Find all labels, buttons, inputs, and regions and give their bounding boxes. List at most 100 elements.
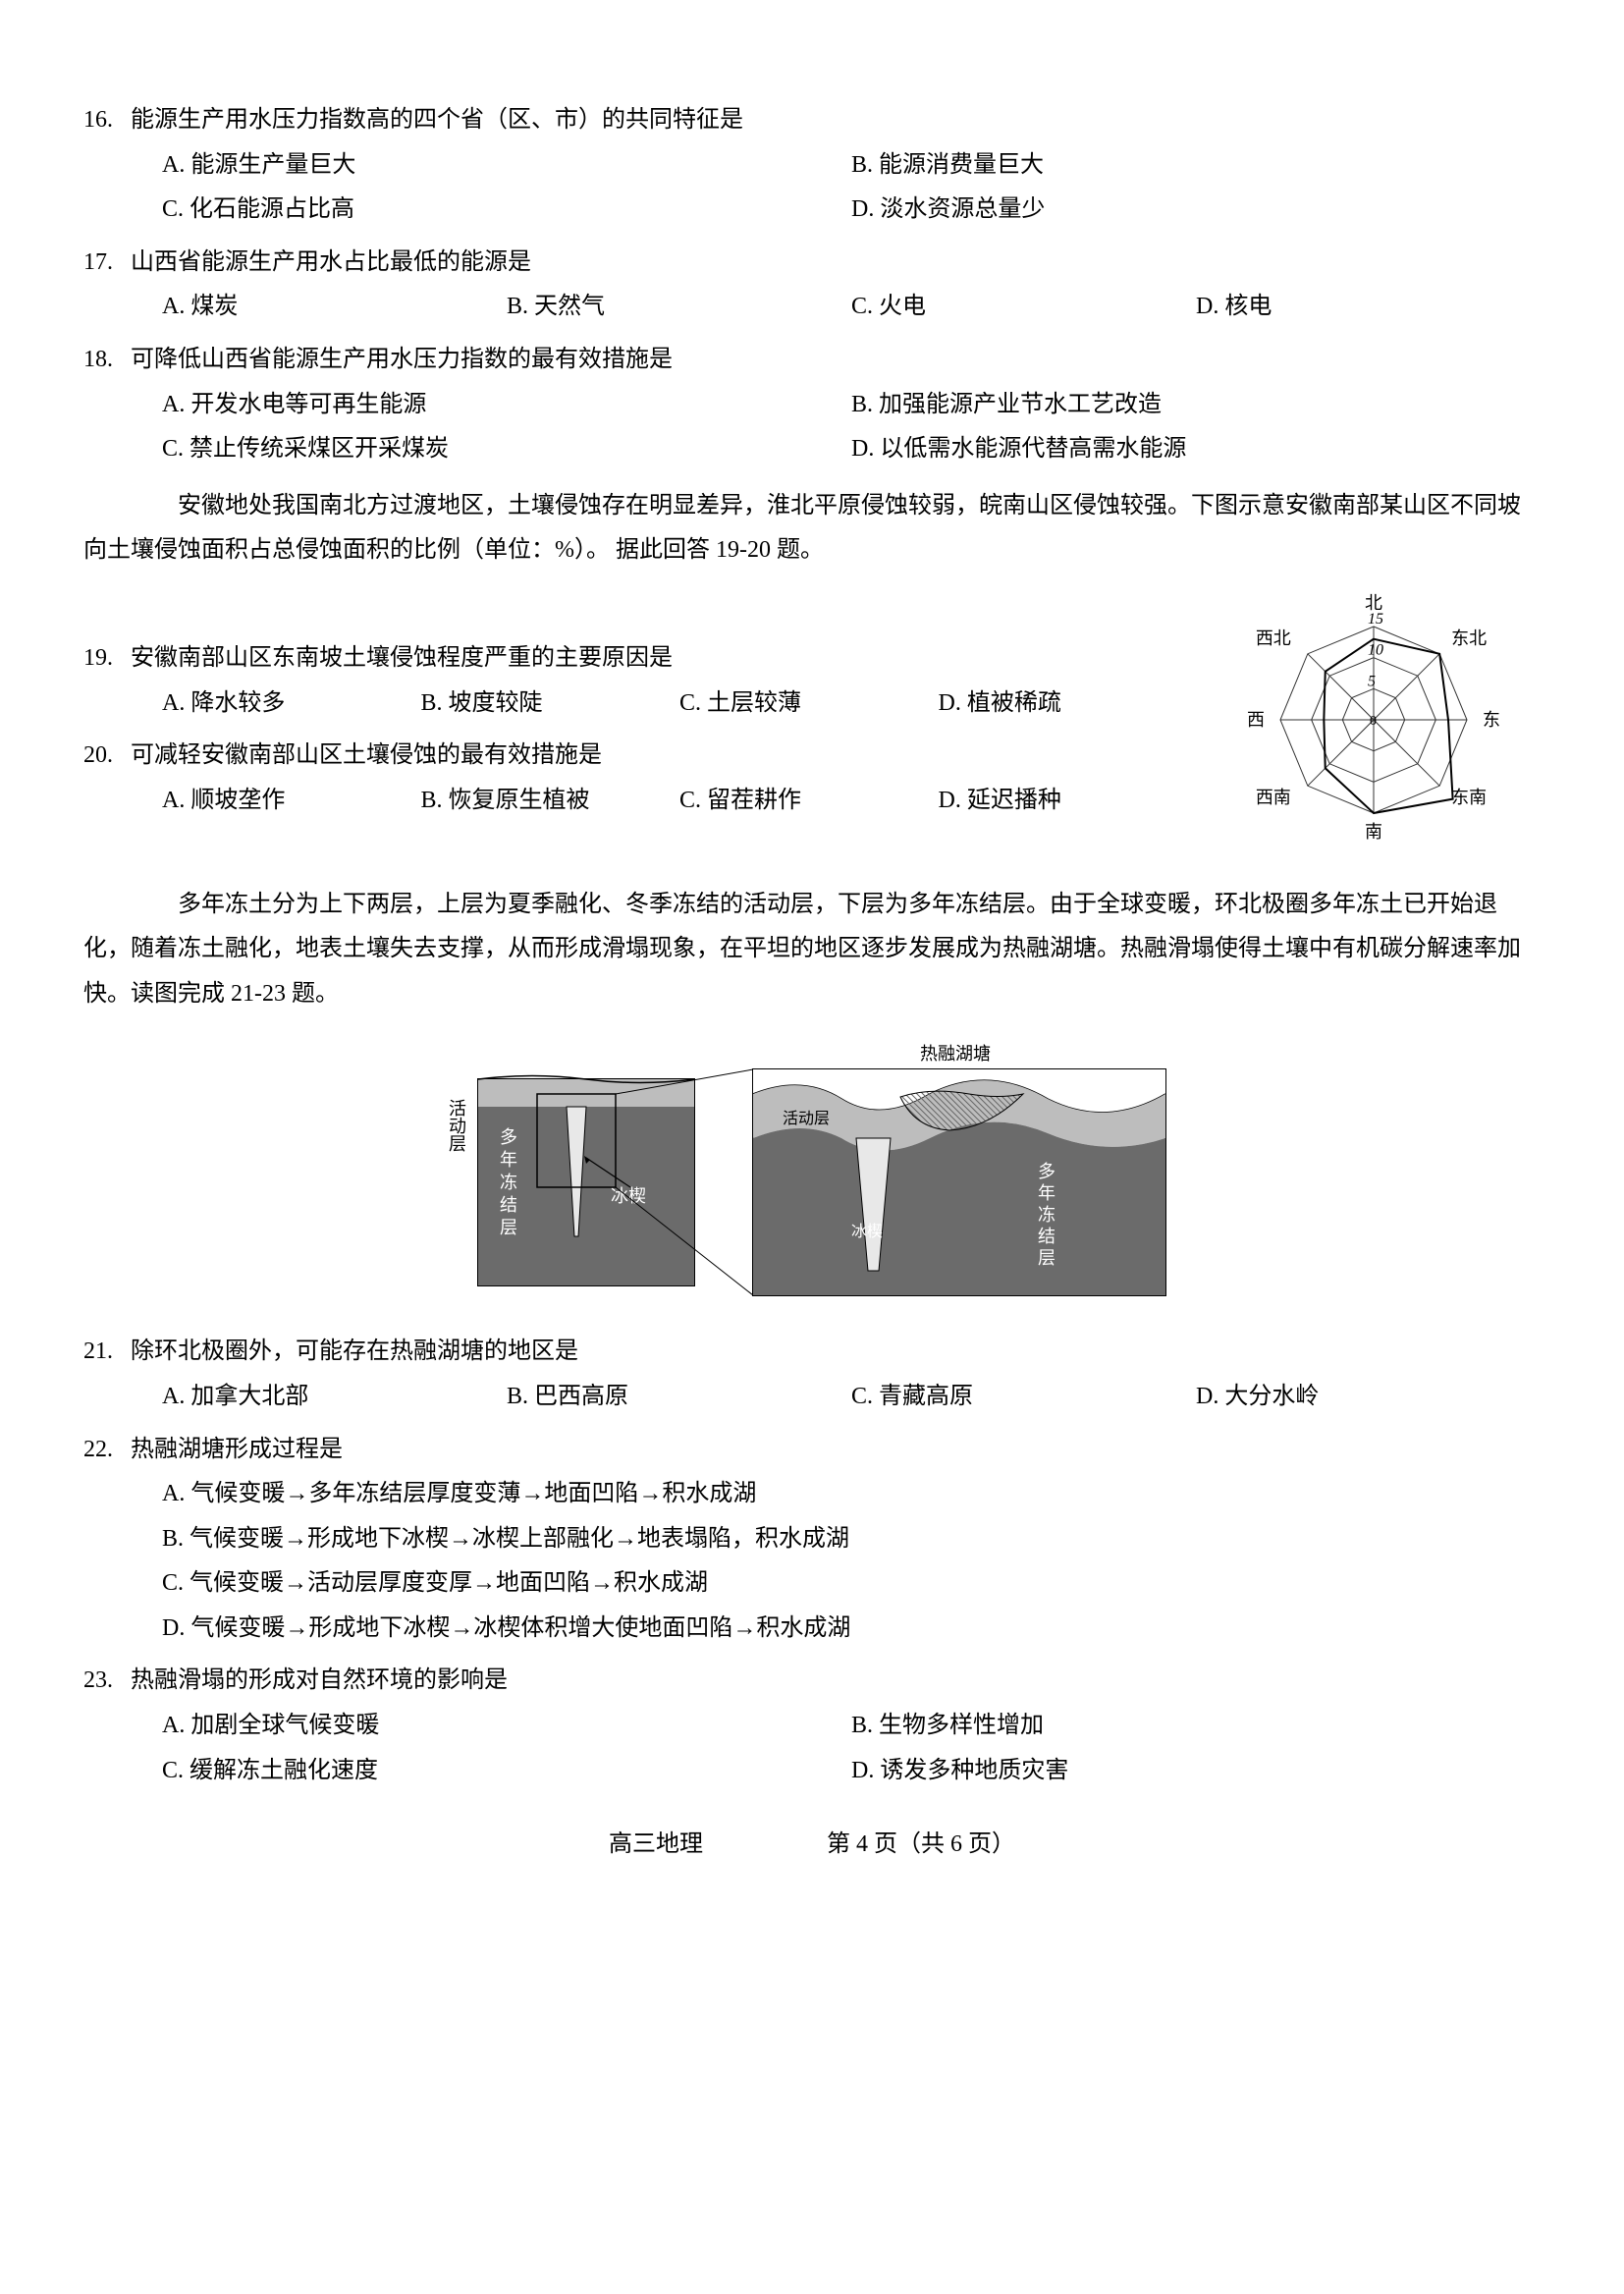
options-row: C. 缓解冻土融化速度 D. 诱发多种地质灾害 (83, 1749, 1541, 1794)
svg-text:西: 西 (1247, 710, 1265, 730)
question-number: 23. (83, 1659, 131, 1704)
options-row: A. 气候变暖→多年冻结层厚度变薄→地面凹陷→积水成湖 (83, 1472, 1541, 1517)
option-b: B. 生物多样性增加 (851, 1704, 1541, 1749)
options-row: B. 气候变暖→形成地下冰楔→冰楔上部融化→地表塌陷，积水成湖 (83, 1517, 1541, 1562)
svg-text:冰楔: 冰楔 (611, 1186, 646, 1206)
question-stem: 18. 可降低山西省能源生产用水压力指数的最有效措施是 (83, 338, 1541, 383)
option-d: D. 核电 (1196, 285, 1541, 330)
question-23: 23. 热融滑塌的形成对自然环境的影响是 A. 加剧全球气候变暖 B. 生物多样… (83, 1659, 1541, 1793)
option-a: A. 气候变暖→多年冻结层厚度变薄→地面凹陷→积水成湖 (162, 1472, 756, 1517)
svg-text:层: 层 (1038, 1248, 1056, 1268)
option-b: B. 加强能源产业节水工艺改造 (851, 383, 1541, 428)
svg-text:冰楔: 冰楔 (851, 1223, 883, 1240)
question-text: 安徽南部山区东南坡土壤侵蚀程度严重的主要原因是 (131, 636, 673, 682)
option-a: A. 降水较多 (162, 682, 421, 727)
question-stem: 20. 可减轻安徽南部山区土壤侵蚀的最有效措施是 (83, 734, 1197, 779)
question-20: 20. 可减轻安徽南部山区土壤侵蚀的最有效措施是 A. 顺坡垄作 B. 恢复原生… (83, 734, 1197, 823)
option-c: C. 化石能源占比高 (162, 188, 851, 233)
question-number: 16. (83, 98, 131, 143)
option-b: B. 天然气 (507, 285, 851, 330)
question-stem: 23. 热融滑塌的形成对自然环境的影响是 (83, 1659, 1541, 1704)
page-footer: 高三地理 第 4 页（共 6 页） (83, 1823, 1541, 1868)
options-row: A. 能源生产量巨大 B. 能源消费量巨大 (83, 143, 1541, 189)
option-a: A. 开发水电等可再生能源 (162, 383, 851, 428)
option-c: C. 留茬耕作 (679, 779, 939, 824)
option-b: B. 能源消费量巨大 (851, 143, 1541, 189)
passage-text: 安徽地处我国南北方过渡地区，土壤侵蚀存在明显差异，淮北平原侵蚀较弱，皖南山区侵蚀… (83, 480, 1541, 577)
options-row: D. 气候变暖→形成地下冰楔→冰楔体积增大使地面凹陷→积水成湖 (83, 1607, 1541, 1652)
svg-text:10: 10 (1368, 642, 1383, 659)
option-c: C. 禁止传统采煤区开采煤炭 (162, 427, 851, 472)
svg-text:西南: 西南 (1256, 788, 1291, 807)
options-row: C. 禁止传统采煤区开采煤炭 D. 以低需水能源代替高需水能源 (83, 427, 1541, 472)
question-text: 能源生产用水压力指数高的四个省（区、市）的共同特征是 (131, 98, 743, 143)
svg-text:5: 5 (1368, 673, 1376, 689)
option-a: A. 加剧全球气候变暖 (162, 1704, 851, 1749)
question-stem: 19. 安徽南部山区东南坡土壤侵蚀程度严重的主要原因是 (83, 636, 1197, 682)
option-c: C. 青藏高原 (851, 1375, 1196, 1420)
footer-subject: 高三地理 (609, 1823, 703, 1868)
question-16: 16. 能源生产用水压力指数高的四个省（区、市）的共同特征是 A. 能源生产量巨… (83, 98, 1541, 233)
option-d: D. 气候变暖→形成地下冰楔→冰楔体积增大使地面凹陷→积水成湖 (162, 1607, 850, 1652)
option-d: D. 淡水资源总量少 (851, 188, 1541, 233)
option-b: B. 气候变暖→形成地下冰楔→冰楔上部融化→地表塌陷，积水成湖 (162, 1517, 849, 1562)
passage-text: 多年冻土分为上下两层，上层为夏季融化、冬季冻结的活动层，下层为多年冻结层。由于全… (83, 879, 1541, 1021)
question-text: 热融湖塘形成过程是 (131, 1428, 343, 1473)
svg-text:多: 多 (1038, 1162, 1056, 1181)
svg-text:活动层: 活动层 (447, 1099, 466, 1152)
question-text: 除环北极圈外，可能存在热融湖塘的地区是 (131, 1330, 578, 1375)
option-b: B. 坡度较陡 (421, 682, 680, 727)
question-18: 18. 可降低山西省能源生产用水压力指数的最有效措施是 A. 开发水电等可再生能… (83, 338, 1541, 472)
option-d: D. 植被稀疏 (939, 682, 1198, 727)
svg-text:东南: 东南 (1451, 788, 1487, 807)
question-stem: 21. 除环北极圈外，可能存在热融湖塘的地区是 (83, 1330, 1541, 1375)
permafrost-diagram: 活动层多年冻结层冰楔热融湖塘活动层冰楔多年冻结层 (83, 1040, 1541, 1315)
svg-text:层: 层 (500, 1218, 517, 1237)
question-19: 19. 安徽南部山区东南坡土壤侵蚀程度严重的主要原因是 A. 降水较多 B. 坡… (83, 636, 1197, 726)
question-number: 19. (83, 636, 131, 682)
option-c: C. 缓解冻土融化速度 (162, 1749, 851, 1794)
question-21: 21. 除环北极圈外，可能存在热融湖塘的地区是 A. 加拿大北部 B. 巴西高原… (83, 1330, 1541, 1419)
question-17: 17. 山西省能源生产用水占比最低的能源是 A. 煤炭 B. 天然气 C. 火电… (83, 241, 1541, 330)
option-d: D. 大分水岭 (1196, 1375, 1541, 1420)
options-row: A. 加剧全球气候变暖 B. 生物多样性增加 (83, 1704, 1541, 1749)
radar-chart: 北东北东东南南 西南 西 西北 5 10 15 0 (1207, 568, 1541, 879)
svg-text:结: 结 (500, 1195, 517, 1215)
svg-text:多: 多 (500, 1127, 517, 1147)
question-stem: 17. 山西省能源生产用水占比最低的能源是 (83, 241, 1541, 286)
question-text: 可减轻安徽南部山区土壤侵蚀的最有效措施是 (131, 734, 602, 779)
option-c: C. 土层较薄 (679, 682, 939, 727)
question-text: 可降低山西省能源生产用水压力指数的最有效措施是 (131, 338, 673, 383)
option-d: D. 诱发多种地质灾害 (851, 1749, 1541, 1794)
question-text: 山西省能源生产用水占比最低的能源是 (131, 241, 531, 286)
options-row: A. 开发水电等可再生能源 B. 加强能源产业节水工艺改造 (83, 383, 1541, 428)
question-number: 18. (83, 338, 131, 383)
question-number: 17. (83, 241, 131, 286)
option-a: A. 能源生产量巨大 (162, 143, 851, 189)
footer-page: 第 4 页（共 6 页） (827, 1823, 1015, 1868)
option-b: B. 巴西高原 (507, 1375, 851, 1420)
svg-text:0: 0 (1370, 714, 1377, 729)
svg-text:冻: 冻 (1038, 1205, 1056, 1225)
question-text: 热融滑塌的形成对自然环境的影响是 (131, 1659, 508, 1704)
svg-text:北: 北 (1365, 593, 1382, 613)
option-a: A. 加拿大北部 (162, 1375, 507, 1420)
question-stem: 16. 能源生产用水压力指数高的四个省（区、市）的共同特征是 (83, 98, 1541, 143)
options-row: C. 化石能源占比高 D. 淡水资源总量少 (83, 188, 1541, 233)
radar-section: 19. 安徽南部山区东南坡土壤侵蚀程度严重的主要原因是 A. 降水较多 B. 坡… (83, 577, 1541, 879)
option-d: D. 以低需水能源代替高需水能源 (851, 427, 1541, 472)
svg-text:年: 年 (1038, 1183, 1056, 1203)
svg-text:东: 东 (1483, 710, 1500, 730)
svg-text:15: 15 (1368, 611, 1383, 628)
option-c: C. 火电 (851, 285, 1196, 330)
option-d: D. 延迟播种 (939, 779, 1198, 824)
svg-text:南: 南 (1365, 822, 1382, 842)
svg-text:西北: 西北 (1256, 628, 1291, 648)
options-row: A. 顺坡垄作 B. 恢复原生植被 C. 留茬耕作 D. 延迟播种 (83, 779, 1197, 824)
question-22: 22. 热融湖塘形成过程是 A. 气候变暖→多年冻结层厚度变薄→地面凹陷→积水成… (83, 1428, 1541, 1652)
option-a: A. 顺坡垄作 (162, 779, 421, 824)
question-number: 20. (83, 734, 131, 779)
svg-text:东北: 东北 (1451, 628, 1487, 648)
svg-text:热融湖塘: 热融湖塘 (920, 1044, 991, 1064)
option-b: B. 恢复原生植被 (421, 779, 680, 824)
